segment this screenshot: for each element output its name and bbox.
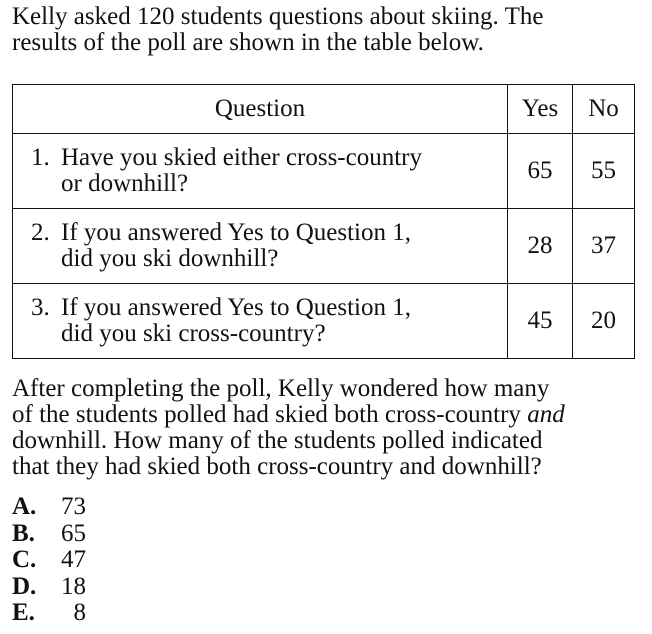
- table-row: 1. Have you skied either cross-country or…: [12, 133, 635, 209]
- choice-value: 47: [61, 546, 86, 573]
- answer-choice-d[interactable]: D. 18: [12, 572, 86, 601]
- question-number: 2.: [31, 219, 50, 246]
- question-text-line: did you ski cross-country?: [61, 320, 326, 347]
- question-line: that they had skied both cross-country a…: [12, 453, 542, 480]
- question-cell: 3. If you answered Yes to Question 1, did…: [12, 283, 508, 359]
- choice-value: 18: [61, 572, 86, 600]
- emphasis-and: and: [527, 401, 565, 428]
- intro-line: results of the poll are shown in the tab…: [12, 29, 484, 56]
- answer-choice-c[interactable]: C. 47: [12, 546, 86, 574]
- question-line: downhill. How many of the students polle…: [12, 427, 543, 454]
- question-number: 1.: [31, 144, 50, 171]
- question-text-line: or downhill?: [61, 170, 189, 197]
- question-line: After completing the poll, Kelly wondere…: [12, 375, 550, 402]
- problem-page: Kelly asked 120 students questions about…: [12, 4, 640, 626]
- table-header-row: Question Yes No: [12, 84, 635, 134]
- question-text-line: Have you skied either cross-country: [61, 144, 422, 171]
- choice-letter: B.: [12, 519, 35, 547]
- choice-letter: A.: [12, 493, 37, 520]
- table-row: 3. If you answered Yes to Question 1, did…: [12, 283, 635, 359]
- intro-line: Kelly asked 120 students questions about…: [12, 3, 544, 30]
- question-line: of the students polled had skied both cr…: [12, 401, 565, 428]
- question-text-line: If you answered Yes to Question 1,: [61, 294, 411, 321]
- question-cell: 2. If you answered Yes to Question 1, did…: [12, 208, 508, 284]
- table-row: 2. If you answered Yes to Question 1, did…: [12, 208, 635, 284]
- header-yes: Yes: [507, 84, 573, 134]
- poll-results-table: Question Yes No 1. Have you skied either …: [12, 84, 635, 359]
- choice-value: 73: [61, 493, 86, 520]
- yes-count: 65: [507, 133, 573, 209]
- answer-choices: A. 73 B. 65 C. 47 D. 18 E. 8: [12, 493, 87, 627]
- answer-choice-b[interactable]: B. 65: [12, 519, 86, 548]
- question-text-line: did you ski downhill?: [61, 245, 279, 272]
- no-count: 20: [572, 283, 635, 359]
- no-count: 37: [572, 208, 635, 284]
- question-cell: 1. Have you skied either cross-country or…: [12, 133, 508, 209]
- choice-value: 8: [73, 599, 87, 626]
- answer-choice-a[interactable]: A. 73: [12, 493, 86, 521]
- header-question: Question: [12, 84, 508, 134]
- yes-count: 45: [507, 283, 573, 359]
- answer-choice-e[interactable]: E. 8: [12, 599, 87, 627]
- choice-letter: D.: [12, 572, 37, 600]
- question-paragraph: After completing the poll, Kelly wondere…: [12, 376, 636, 480]
- no-count: 55: [572, 133, 635, 209]
- question-text-line: If you answered Yes to Question 1,: [61, 219, 411, 246]
- choice-value: 65: [61, 519, 86, 547]
- choice-letter: E.: [12, 599, 35, 626]
- intro-paragraph: Kelly asked 120 students questions about…: [12, 4, 640, 56]
- choice-letter: C.: [12, 546, 37, 573]
- question-number: 3.: [31, 294, 50, 321]
- yes-count: 28: [507, 208, 573, 284]
- header-no: No: [572, 84, 635, 134]
